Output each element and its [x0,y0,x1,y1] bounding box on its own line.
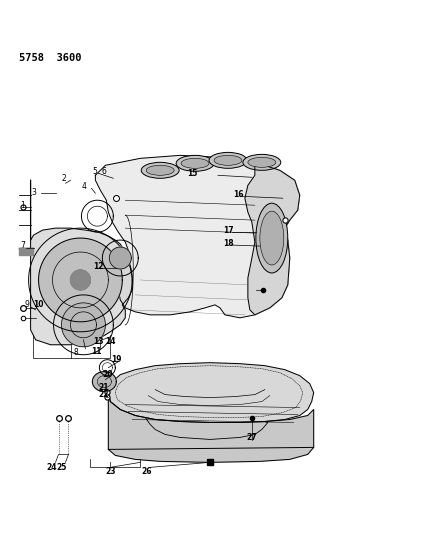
Text: 15: 15 [187,169,197,178]
Text: 5: 5 [92,167,97,176]
Text: 7: 7 [20,240,25,249]
Text: 25: 25 [56,463,67,472]
Text: 14: 14 [105,337,116,346]
Polygon shape [62,303,105,347]
Text: 8: 8 [73,348,78,357]
Ellipse shape [181,158,209,168]
Polygon shape [245,163,300,315]
Text: 5758  3600: 5758 3600 [19,53,81,63]
Text: 17: 17 [224,225,234,235]
Polygon shape [71,270,90,290]
Text: 11: 11 [91,347,101,356]
Polygon shape [95,155,300,318]
Polygon shape [108,393,314,462]
Text: 24: 24 [46,463,57,472]
Polygon shape [92,372,116,392]
Polygon shape [30,180,132,345]
Text: 21: 21 [98,383,109,392]
Ellipse shape [209,152,247,168]
Text: 13: 13 [93,337,104,346]
Text: 2: 2 [61,174,66,183]
Text: 10: 10 [33,301,44,309]
Ellipse shape [146,165,174,175]
Ellipse shape [243,155,281,171]
Text: 27: 27 [247,433,257,442]
Text: 1: 1 [20,201,25,209]
Text: 9: 9 [24,301,29,309]
Polygon shape [109,247,131,269]
Text: 3: 3 [31,188,36,197]
Text: 22: 22 [98,390,109,399]
Text: 18: 18 [224,239,234,247]
Ellipse shape [214,155,242,165]
Polygon shape [108,362,314,423]
Polygon shape [19,248,33,255]
Ellipse shape [256,203,288,273]
Text: 19: 19 [111,355,122,364]
Ellipse shape [176,155,214,171]
Text: 4: 4 [82,182,87,191]
Text: 6: 6 [102,167,107,176]
Ellipse shape [248,157,276,167]
Text: 23: 23 [105,467,116,476]
Ellipse shape [260,211,284,265]
Polygon shape [39,238,122,322]
Text: 16: 16 [233,190,243,199]
Text: 12: 12 [93,262,104,271]
Text: 26: 26 [141,467,152,476]
Text: 20: 20 [102,370,113,379]
Ellipse shape [141,163,179,178]
